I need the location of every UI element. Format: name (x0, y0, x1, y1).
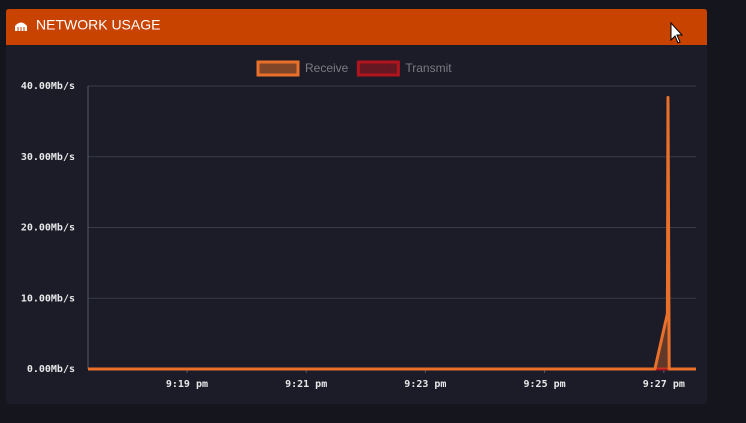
header-icon-lines (17, 27, 25, 31)
chart: 0.00Mb/s 10.00Mb/s 20.00Mb/s 30.00Mb/s 40.00… (21, 60, 696, 390)
legend-label: Transmit (405, 61, 452, 75)
y-tick-label: 0.00Mb/s (27, 364, 75, 375)
mouse-cursor (670, 21, 684, 44)
x-tick-label: 9:19 pm (166, 379, 208, 390)
panel (6, 9, 707, 404)
panel-header (6, 9, 707, 45)
legend-label: Receive (305, 61, 349, 75)
y-tick-label: 40.00Mb/s (21, 81, 75, 92)
y-tick-label: 20.00Mb/s (21, 223, 75, 234)
x-tick-label: 9:23 pm (404, 379, 446, 390)
y-tick-label: 10.00Mb/s (21, 293, 75, 304)
x-tick-label: 9:21 pm (285, 379, 327, 390)
x-tick-label: 9:27 pm (643, 379, 685, 390)
line (88, 95, 696, 371)
legend-swatch (256, 60, 300, 77)
x-tick-label: 9:25 pm (524, 379, 566, 390)
y-tick-label: 30.00Mb/s (21, 152, 75, 163)
legend-swatch (356, 60, 400, 77)
panel-title: NETWORK USAGE (36, 17, 160, 33)
